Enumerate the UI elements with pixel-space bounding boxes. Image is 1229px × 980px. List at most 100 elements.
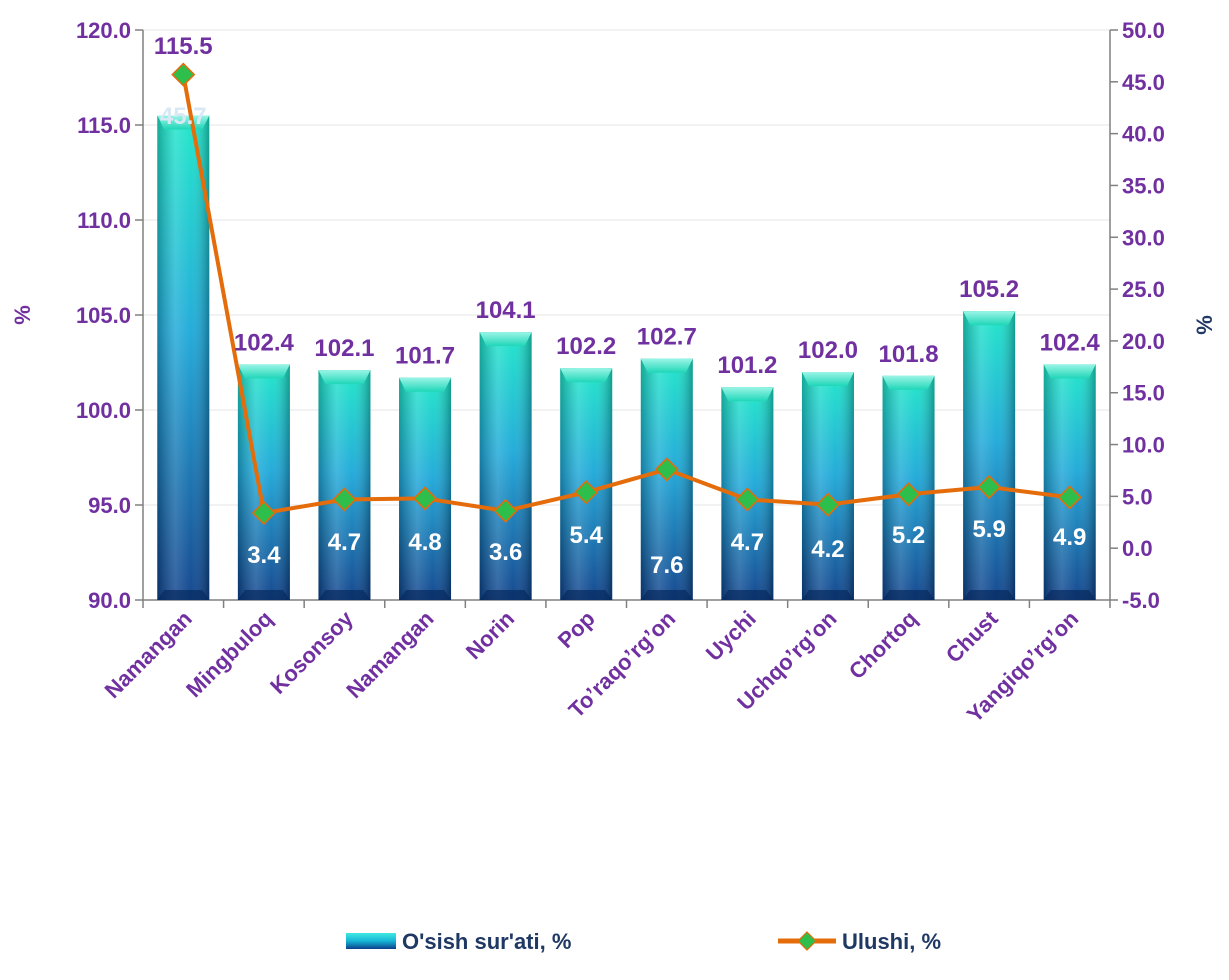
legend-swatch-marker <box>797 931 817 951</box>
line-value-label: 5.4 <box>570 522 604 549</box>
bar <box>963 311 1016 600</box>
right-tick-label: 40.0 <box>1122 122 1165 147</box>
bar-base <box>157 590 210 600</box>
bar <box>479 332 532 600</box>
line-value-label: 5.2 <box>892 522 925 549</box>
bar-base <box>399 590 452 600</box>
bar <box>318 370 371 600</box>
bar-shade <box>479 332 532 600</box>
line-marker <box>815 492 841 517</box>
category-label: Namangan <box>100 606 197 703</box>
category-label: Norin <box>461 606 519 664</box>
bar-cap <box>157 115 210 130</box>
line-marker <box>654 457 679 482</box>
bar-base <box>721 590 774 600</box>
line-value-label: 5.9 <box>972 516 1005 543</box>
bar-base <box>963 590 1016 600</box>
bar-shade <box>157 115 210 600</box>
left-tick-label: 115.0 <box>77 113 131 138</box>
bar-shade <box>963 311 1016 600</box>
left-tick-label: 90.0 <box>88 588 131 613</box>
bar-base <box>237 590 290 600</box>
bar-cap <box>237 364 290 379</box>
bar-base <box>318 590 371 600</box>
bar <box>237 364 290 600</box>
bar-value-label: 115.5 <box>154 33 213 60</box>
bar-value-label: 102.7 <box>637 324 697 351</box>
bar-cap <box>721 387 774 402</box>
right-tick-label: 45.0 <box>1122 70 1165 95</box>
category-label: Mingbuloq <box>181 606 277 702</box>
bar-value-label: 101.8 <box>879 341 939 368</box>
left-tick-label: 105.0 <box>76 303 131 328</box>
line-marker <box>251 500 276 526</box>
category-label: Chortoq <box>844 606 922 684</box>
bar-cap <box>399 377 452 392</box>
category-label: Pop <box>553 606 600 653</box>
bar-value-label: 102.1 <box>314 335 374 362</box>
legend-label-bar: O'sish sur'ati, % <box>402 929 571 954</box>
right-tick-label: 25.0 <box>1122 277 1165 302</box>
line-marker <box>493 498 518 523</box>
bar-cap <box>640 358 693 373</box>
right-axis-title: % <box>1192 315 1217 335</box>
bar-value-label: 102.0 <box>798 337 858 364</box>
line-value-label: 7.6 <box>650 552 683 579</box>
line-marker <box>735 487 760 512</box>
bar-cap <box>1043 364 1096 379</box>
bar-cap <box>318 370 371 385</box>
bar-cap <box>882 375 935 390</box>
line-marker <box>412 486 438 511</box>
bar-value-label: 104.1 <box>476 297 536 324</box>
line-value-label: 4.7 <box>731 529 764 556</box>
line-marker <box>332 487 357 512</box>
line-series <box>171 62 1082 526</box>
data-labels: 115.5 102.4 102.1 101.7 104.1 102.2 102.7 101.2… <box>154 33 1100 579</box>
category-label: Uychi <box>701 606 761 666</box>
bar-shade <box>801 372 854 600</box>
line-value-label: 3.6 <box>489 539 522 566</box>
bar-value-label: 105.2 <box>959 276 1019 303</box>
line-value-label: 3.4 <box>247 542 281 569</box>
right-tick-label: 35.0 <box>1122 173 1165 198</box>
bar-series <box>157 115 1096 600</box>
category-label: Chust <box>941 605 1003 667</box>
right-tick-label: 15.0 <box>1122 381 1165 406</box>
line-marker <box>977 474 1002 500</box>
category-label: Namangan <box>341 606 438 703</box>
left-tick-label: 100.0 <box>76 398 131 423</box>
left-tick-label: 95.0 <box>88 493 131 518</box>
bar-base <box>882 590 935 600</box>
bar-base <box>640 590 693 600</box>
bar <box>801 372 854 600</box>
bar-value-label: 102.4 <box>234 329 295 356</box>
right-tick-label: 10.0 <box>1122 433 1165 458</box>
right-tick-label: 50.0 <box>1122 18 1165 43</box>
legend-swatch-bar <box>346 933 396 949</box>
line-marker <box>1057 485 1082 510</box>
bar-base <box>479 590 532 600</box>
gridlines <box>143 29 1110 506</box>
left-tick-label: 110.0 <box>77 208 131 233</box>
line-path <box>181 74 1070 515</box>
line-value-label: 4.8 <box>408 529 441 556</box>
legend-label-line: Ulushi, % <box>842 929 941 954</box>
line-marker <box>171 62 196 87</box>
right-tick-label: 20.0 <box>1122 329 1165 354</box>
left-tick-label: 120.0 <box>76 18 131 43</box>
bar-base <box>801 590 854 600</box>
bar-value-label: 102.4 <box>1040 329 1101 356</box>
bar-base <box>560 590 613 600</box>
bar-shade <box>1043 364 1096 600</box>
bar-cap <box>479 332 532 347</box>
bar-value-label: 102.2 <box>556 333 616 360</box>
legend: O'sish sur'ati, % Ulushi, % <box>346 929 941 954</box>
bar <box>157 115 210 600</box>
bar-shade <box>237 364 290 600</box>
line-value-label: 4.7 <box>328 529 361 556</box>
right-tick-label: -5.0 <box>1122 588 1160 613</box>
bar-shade <box>318 370 371 600</box>
bar <box>1043 364 1096 600</box>
